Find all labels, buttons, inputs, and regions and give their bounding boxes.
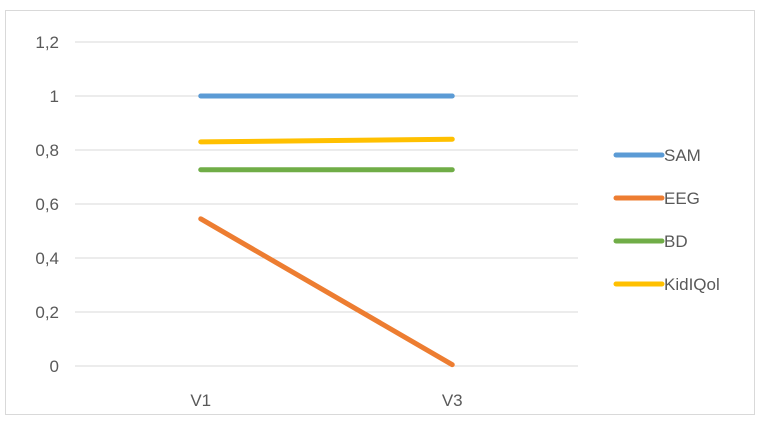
legend-label-sam: SAM bbox=[664, 146, 701, 165]
y-tick-label: 1 bbox=[50, 87, 59, 106]
series-lines bbox=[198, 93, 455, 368]
y-tick-label: 0 bbox=[50, 357, 59, 376]
series-line-eeg bbox=[198, 216, 455, 368]
y-axis-tick-labels: 0 0,2 0,4 0,6 0,8 1 1,2 bbox=[35, 33, 59, 376]
gridlines bbox=[75, 41, 578, 367]
y-tick-label: 1,2 bbox=[35, 33, 59, 52]
x-axis-tick-labels: V1 V3 bbox=[190, 391, 462, 410]
legend-label-eeg: EEG bbox=[664, 189, 700, 208]
y-tick-label: 0,6 bbox=[35, 195, 59, 214]
legend-label-bd: BD bbox=[664, 232, 688, 251]
y-tick-label: 0,2 bbox=[35, 303, 59, 322]
legend-label-kidiqol: KidIQol bbox=[664, 275, 720, 294]
chart-frame bbox=[5, 10, 755, 415]
series-line-kidiqol bbox=[198, 136, 455, 145]
x-tick-label: V1 bbox=[190, 391, 211, 410]
legend: SAM EEG BD KidIQol bbox=[613, 146, 720, 294]
y-tick-label: 0,4 bbox=[35, 249, 59, 268]
x-tick-label: V3 bbox=[442, 391, 463, 410]
y-tick-label: 0,8 bbox=[35, 141, 59, 160]
